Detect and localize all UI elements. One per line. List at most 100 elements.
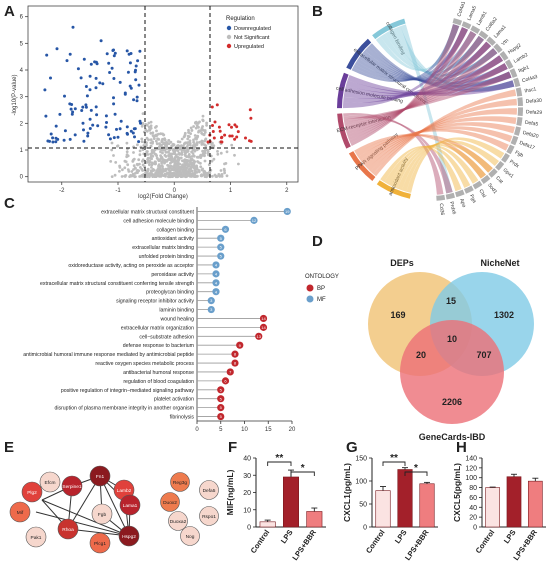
volcano-x-tick-label: -1 <box>115 188 121 194</box>
go-term-dot <box>217 243 225 251</box>
volcano-y-tick-label: 0 <box>20 175 24 181</box>
bar-category-label: Control <box>364 528 387 555</box>
volcano-point-down <box>55 47 59 51</box>
ontology-legend-label: BP <box>317 286 325 292</box>
volcano-point-ns <box>125 141 129 145</box>
volcano-point-ns <box>225 150 229 154</box>
volcano-point-ns <box>145 141 148 145</box>
volcano-point-ns <box>163 138 167 142</box>
ontology-legend-swatch <box>306 295 314 303</box>
volcano-point-down <box>58 112 62 116</box>
volcano-point-ns <box>110 175 114 179</box>
volcano-point-ns <box>220 173 224 177</box>
go-term-value: 6 <box>224 227 227 232</box>
volcano-point-up <box>217 125 221 129</box>
volcano-point-ns <box>185 150 189 154</box>
ppi-node <box>9 501 31 523</box>
go-term-dot <box>217 412 225 421</box>
volcano-point-ns <box>176 175 180 178</box>
volcano-point-ns <box>194 120 198 124</box>
chord-gene-arc <box>452 18 463 26</box>
chord-gene-arc <box>506 144 515 155</box>
volcano-point-ns <box>210 159 214 163</box>
volcano-point-ns <box>188 170 192 174</box>
go-term-value: 19 <box>285 209 290 214</box>
go-term-label: platelet activation <box>154 397 194 403</box>
volcano-point-ns <box>141 159 144 163</box>
volcano-point-up <box>244 136 247 140</box>
volcano-point-up <box>233 137 237 141</box>
volcano-point-ns <box>180 137 184 141</box>
volcano-point-down <box>138 119 142 123</box>
volcano-y-tick-label: 2 <box>20 121 24 127</box>
volcano-point-ns <box>164 155 168 158</box>
ppi-node-label: Fn1 <box>96 474 105 480</box>
ppi-node <box>119 494 141 516</box>
volcano-point-ns <box>159 132 163 136</box>
volcano-point-down <box>132 98 136 102</box>
volcano-point-ns <box>185 175 189 178</box>
lollipop-x-tick-label: 5 <box>219 427 223 433</box>
volcano-point-ns <box>199 156 203 160</box>
volcano-point-down <box>132 127 136 131</box>
volcano-point-ns <box>209 154 213 158</box>
volcano-point-ns <box>192 163 196 167</box>
volcano-point-ns <box>152 137 156 141</box>
volcano-point-ns <box>193 168 197 172</box>
volcano-point-down <box>94 76 98 80</box>
volcano-point-ns <box>180 148 184 152</box>
volcano-point-ns <box>139 174 143 178</box>
go-term-label: fibrinolysis <box>170 415 195 421</box>
go-term-dot <box>217 404 225 412</box>
bar-y-tick-label: 120 <box>465 465 477 472</box>
volcano-point-ns <box>131 172 135 176</box>
go-term-value: 8 <box>234 352 237 357</box>
volcano-point-down <box>63 129 67 133</box>
volcano-point-ns <box>160 169 164 173</box>
go-term-value: 5 <box>220 254 223 259</box>
volcano-point-ns <box>120 175 124 178</box>
chord-ribbon <box>353 27 469 82</box>
volcano-point-ns <box>183 133 187 137</box>
ppi-node <box>170 472 190 492</box>
volcano-point-ns <box>180 152 184 156</box>
volcano-point-ns <box>195 166 199 169</box>
volcano-point-down <box>104 125 108 129</box>
chord-gene-arc <box>505 59 514 70</box>
go-term-label: extracellular matrix structural constitu… <box>40 281 194 287</box>
volcano-point-ns <box>203 151 207 154</box>
chord-gene-label: Lamb2 <box>513 52 529 65</box>
volcano-legend-swatch <box>226 43 232 49</box>
volcano-point-ns <box>141 148 145 152</box>
go-term-label: cell adhesion molecule binding <box>123 218 194 224</box>
ppi-node-label: Nog <box>186 534 195 540</box>
volcano-point-ns <box>219 169 223 172</box>
volcano-point-down <box>123 91 127 95</box>
volcano-point-ns <box>183 142 187 145</box>
volcano-point-ns <box>164 150 168 154</box>
chord-term-arc <box>376 180 411 199</box>
volcano-x-ticks: -2 -1 0 1 2 <box>59 182 289 194</box>
go-term-value: 13 <box>257 334 262 339</box>
bar-y-label: MIF(ng/mL) <box>225 469 235 515</box>
volcano-point-ns <box>166 167 170 171</box>
ppi-node-label: Lama1 <box>123 503 138 509</box>
ppi-node-label: Serpine1 <box>62 484 82 490</box>
volcano-point-ns <box>158 142 161 146</box>
volcano-point-ns <box>145 171 149 175</box>
chord-ribbon <box>370 98 517 174</box>
chord-ribbon <box>362 50 504 83</box>
volcano-point-down <box>95 113 99 117</box>
volcano-point-ns <box>148 163 151 167</box>
sig-mark: ** <box>275 453 283 464</box>
volcano-point-up <box>210 105 214 109</box>
volcano-point-ns <box>159 150 162 154</box>
go-term-dot <box>221 225 230 233</box>
chord-term-arc <box>337 72 349 109</box>
volcano-point-ns <box>193 149 197 153</box>
chord-gene-arc <box>517 107 523 117</box>
go-term-dot <box>231 359 239 367</box>
ppi-node-label: Plg2 <box>27 490 37 496</box>
